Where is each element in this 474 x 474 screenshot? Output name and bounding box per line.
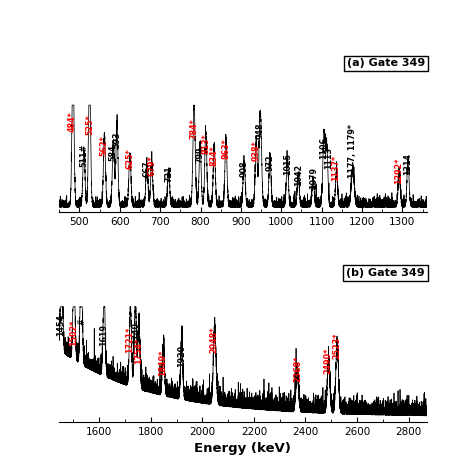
Text: 525*: 525*: [85, 114, 94, 135]
Text: 1137*: 1137*: [331, 155, 340, 181]
Text: 679*: 679*: [147, 155, 156, 176]
Text: 1015: 1015: [283, 153, 292, 175]
Text: 593: 593: [112, 131, 121, 148]
Text: 1113: 1113: [324, 147, 333, 169]
Text: 1042: 1042: [294, 164, 303, 186]
Text: 1721*: 1721*: [126, 327, 135, 353]
Text: 1177, 1179*: 1177, 1179*: [348, 124, 357, 178]
Text: 948: 948: [256, 123, 265, 139]
Text: 1106: 1106: [319, 137, 328, 159]
Text: 511#: 511#: [79, 144, 88, 167]
Text: 1292*: 1292*: [395, 158, 404, 184]
X-axis label: Energy (keV): Energy (keV): [194, 442, 292, 455]
Text: 1454: 1454: [56, 314, 65, 336]
Text: 484*: 484*: [67, 111, 76, 132]
Text: (b) Gate 349: (b) Gate 349: [346, 268, 425, 278]
Text: 908: 908: [240, 160, 249, 177]
Text: 667: 667: [142, 160, 151, 177]
Text: 1314: 1314: [403, 153, 412, 175]
Text: 813*: 813*: [201, 134, 210, 155]
Text: 799: 799: [196, 146, 205, 163]
Text: 1754*: 1754*: [134, 338, 143, 365]
Text: 784*: 784*: [190, 118, 199, 139]
Text: 834*: 834*: [210, 146, 219, 166]
Text: 2368*: 2368*: [293, 355, 302, 382]
Text: 2523*: 2523*: [332, 332, 341, 359]
Text: 1619: 1619: [100, 324, 109, 346]
Text: 584: 584: [109, 144, 118, 161]
Text: 562*: 562*: [99, 136, 108, 156]
Text: 938*: 938*: [252, 140, 261, 161]
Text: #: #: [77, 319, 86, 325]
Text: 721: 721: [164, 165, 173, 182]
Text: 625*: 625*: [126, 148, 135, 169]
Text: 2048*: 2048*: [210, 327, 219, 353]
Text: 1502*: 1502*: [69, 319, 78, 346]
Text: 1079: 1079: [309, 167, 318, 189]
Text: 1920: 1920: [177, 345, 186, 366]
Text: 2490*: 2490*: [324, 347, 333, 374]
Text: 972: 972: [265, 155, 274, 172]
Text: 1849*: 1849*: [158, 350, 167, 376]
Text: 1740: 1740: [131, 322, 140, 344]
Text: (a) Gate 349: (a) Gate 349: [346, 58, 425, 68]
Text: 863*: 863*: [221, 138, 230, 159]
